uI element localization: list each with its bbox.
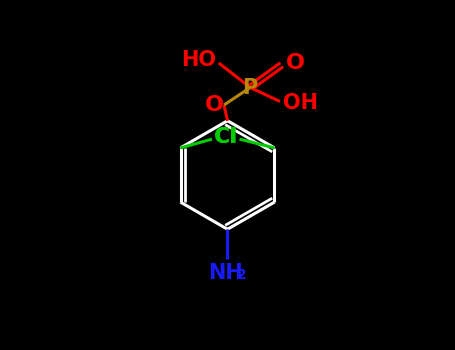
Text: P: P [243, 77, 258, 98]
Text: OH: OH [283, 93, 318, 113]
Text: Cl: Cl [214, 127, 237, 147]
Text: O: O [286, 53, 305, 73]
Text: NH: NH [208, 263, 243, 283]
Text: Cl: Cl [215, 127, 237, 147]
Text: O: O [205, 95, 224, 115]
Text: HO: HO [181, 50, 216, 70]
Text: 2: 2 [238, 268, 247, 282]
